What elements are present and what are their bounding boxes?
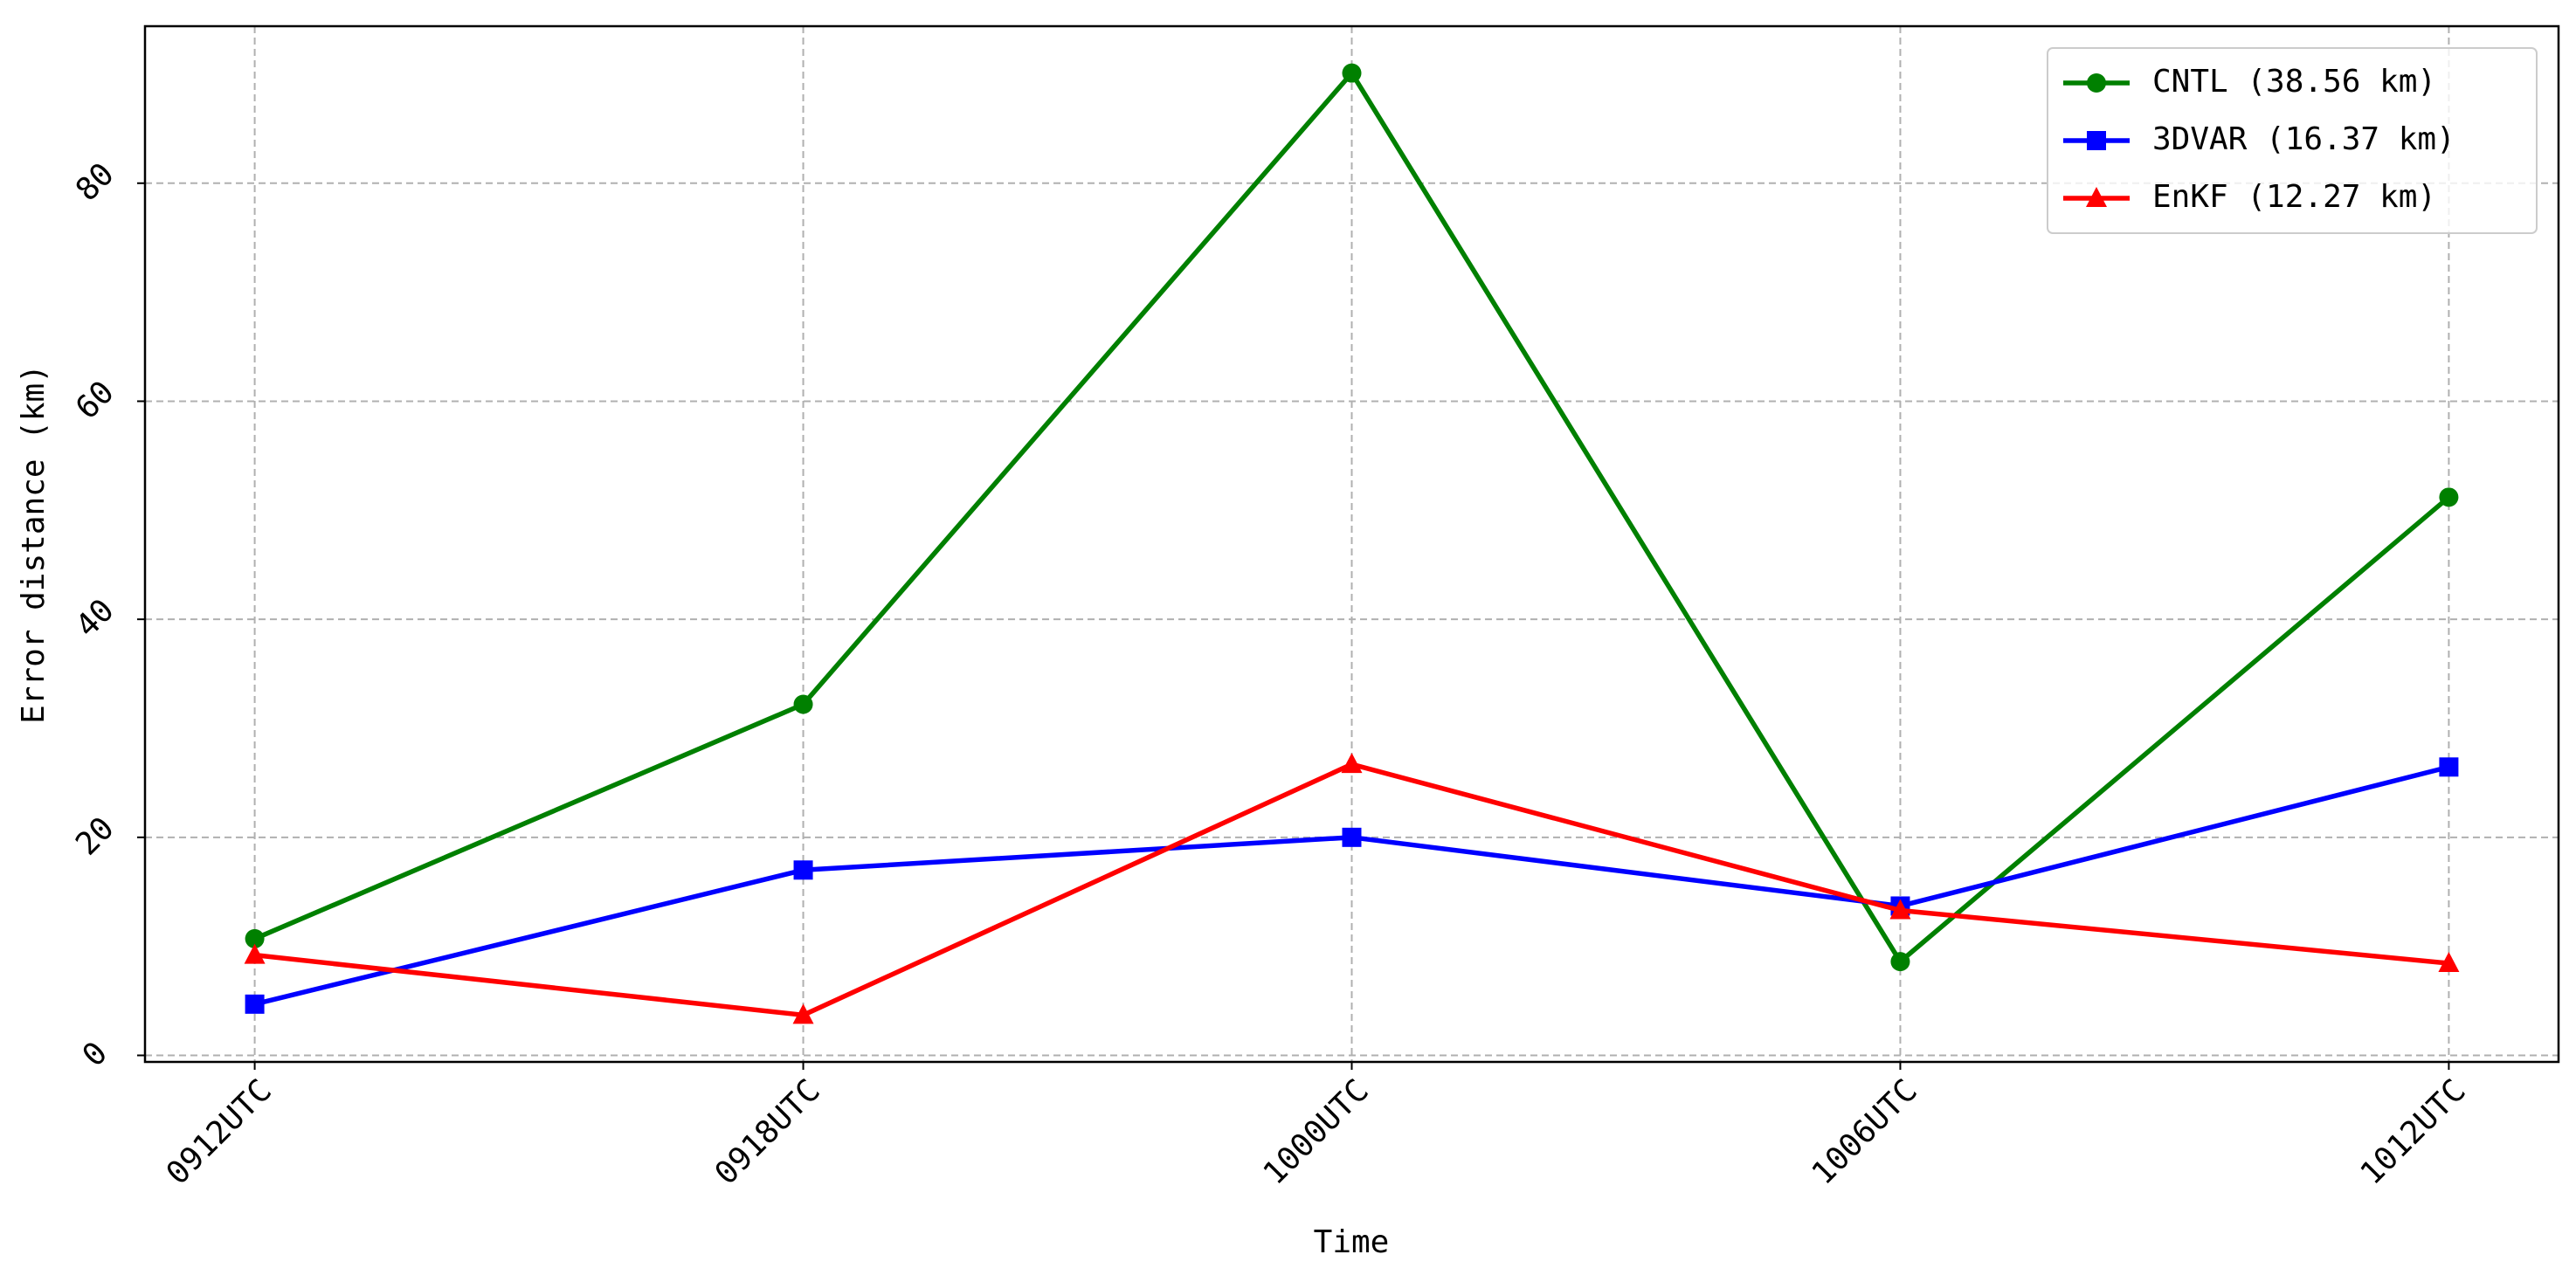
- x-tick-label: 0912UTC: [160, 1072, 279, 1191]
- x-axis-label: Time: [1314, 1224, 1390, 1260]
- legend-label: CNTL (38.56 km): [2152, 64, 2436, 100]
- y-tick-label: 40: [69, 592, 121, 644]
- plot-frame: [143, 24, 2560, 1064]
- data-point: [245, 928, 265, 948]
- legend-marker: [2086, 187, 2107, 207]
- data-point: [1342, 827, 1362, 847]
- legend-marker: [2087, 73, 2106, 93]
- y-tick-label: 0: [76, 1035, 114, 1073]
- legend: CNTL (38.56 km) 3DVAR (16.37 km) EnKF (12.…: [2047, 47, 2538, 234]
- y-tick-label: 20: [69, 810, 121, 863]
- data-point: [792, 1003, 814, 1024]
- legend-box: [2047, 47, 2538, 234]
- data-point: [793, 860, 813, 880]
- data-point: [1889, 899, 1911, 920]
- data-point: [244, 943, 266, 964]
- data-point: [2439, 487, 2459, 507]
- data-point: [2439, 757, 2459, 777]
- y-axis-label: Error distance (km): [16, 364, 52, 724]
- x-tick-label: 1006UTC: [1806, 1072, 1924, 1191]
- x-tick-label: 1012UTC: [2354, 1072, 2473, 1191]
- x-tick-label: 1000UTC: [1257, 1072, 1376, 1191]
- legend-label: EnKF (12.27 km): [2152, 179, 2436, 215]
- data-point: [793, 694, 813, 714]
- legend-label: 3DVAR (16.37 km): [2152, 121, 2455, 157]
- data-point: [245, 994, 265, 1014]
- data-point: [1342, 63, 1362, 83]
- x-tick-label: 0918UTC: [708, 1072, 827, 1191]
- data-point: [1341, 753, 1363, 774]
- data-point: [1890, 952, 1910, 972]
- legend-marker: [2087, 131, 2106, 150]
- y-tick-label: 60: [69, 375, 121, 427]
- data-point: [2438, 952, 2460, 973]
- y-tick-label: 80: [69, 156, 121, 209]
